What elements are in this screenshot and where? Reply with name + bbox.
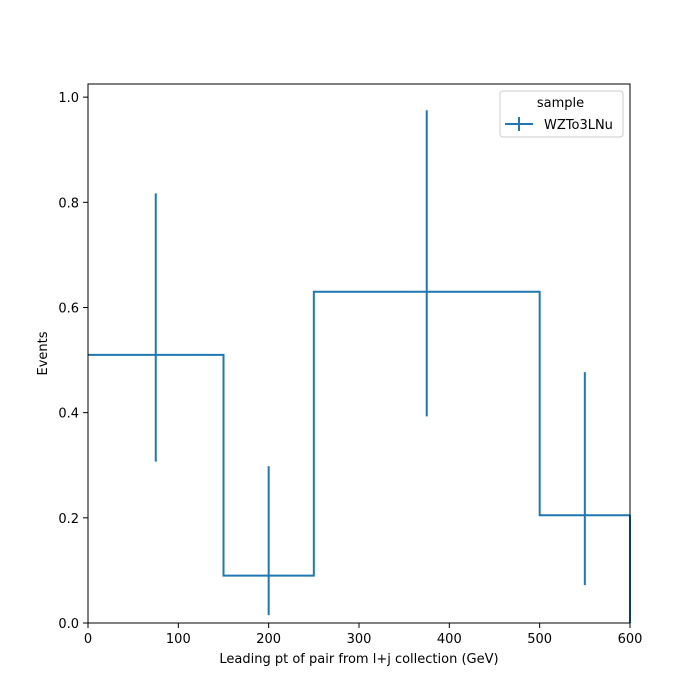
- legend-entry-label: WZTo3LNu: [544, 118, 613, 133]
- y-tick-label: 0.2: [58, 512, 79, 527]
- plot-area: [88, 110, 631, 623]
- x-tick-label: 600: [618, 632, 643, 647]
- y-axis-label: Events: [36, 331, 51, 375]
- axes: 0 100 200 300 400 500 600 0.0 0.2 0.4 0.6 0.8 1.0 Lea…: [36, 83, 643, 667]
- x-tick-label: 300: [347, 632, 372, 647]
- legend: sample WZTo3LNu: [499, 90, 624, 138]
- y-tick-label: 0.0: [58, 617, 79, 632]
- legend-box: [499, 90, 624, 138]
- y-tick-label: 0.6: [58, 301, 79, 316]
- legend-title: sample: [537, 96, 584, 111]
- x-tick-label: 400: [437, 632, 462, 647]
- series-step-line: [88, 290, 630, 577]
- x-tick-label: 500: [527, 632, 552, 647]
- y-tick-label: 0.4: [58, 407, 79, 422]
- x-tick-label: 0: [84, 632, 92, 647]
- x-axis-label: Leading pt of pair from l+j collection (…: [219, 652, 498, 667]
- x-tick-label: 200: [256, 632, 281, 647]
- y-tick-label: 1.0: [58, 91, 79, 106]
- x-tick-label: 100: [166, 632, 191, 647]
- y-tick-label: 0.8: [58, 196, 79, 211]
